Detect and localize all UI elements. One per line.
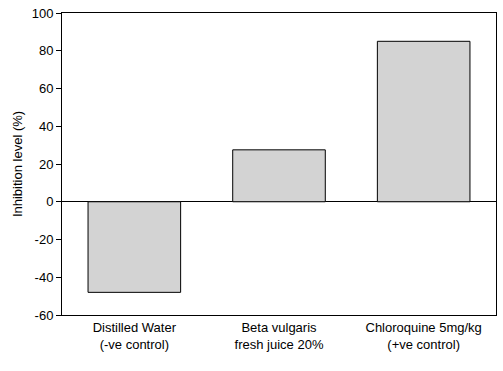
svg-text:Chloroquine 5mg/kg(+ve control: Chloroquine 5mg/kg(+ve control)	[365, 320, 481, 352]
svg-text:100: 100	[32, 6, 54, 21]
svg-text:Distilled Water(-ve control): Distilled Water(-ve control)	[93, 320, 177, 352]
svg-text:80: 80	[39, 43, 53, 58]
svg-text:-60: -60	[35, 308, 54, 323]
svg-text:-20: -20	[35, 232, 54, 247]
svg-text:-40: -40	[35, 270, 54, 285]
svg-text:60: 60	[39, 81, 53, 96]
svg-text:Beta vulgarisfresh juice 20%: Beta vulgarisfresh juice 20%	[235, 320, 324, 352]
svg-text:20: 20	[39, 157, 53, 172]
svg-text:40: 40	[39, 119, 53, 134]
svg-text:Inhibition level (%): Inhibition level (%)	[10, 111, 25, 217]
svg-text:0: 0	[46, 194, 53, 209]
